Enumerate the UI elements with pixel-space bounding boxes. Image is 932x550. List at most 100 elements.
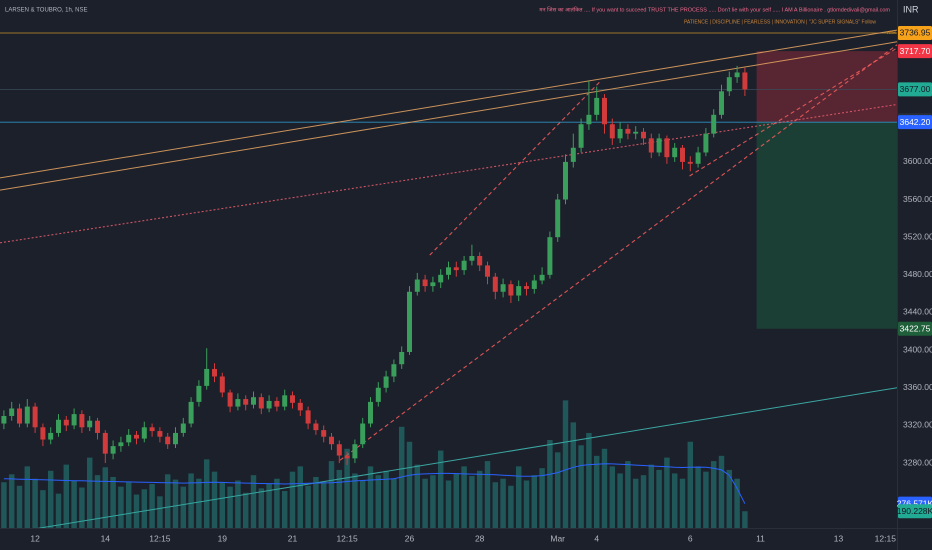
chart-title: LARSEN & TOUBRO, 1h, NSE — [5, 8, 87, 14]
volume-bar — [313, 476, 319, 528]
axes: 3280.00 3320.00 3360.00 3400.00 3440.00 3480.… — [30, 25, 932, 543]
volume-bar — [164, 474, 171, 528]
candle-body — [95, 420, 100, 433]
volume-bar — [648, 464, 655, 528]
volume-bar — [40, 490, 46, 528]
candle-body — [243, 399, 249, 405]
candle-body — [336, 444, 342, 456]
trendline — [689, 47, 897, 177]
candle-body — [313, 423, 319, 431]
candle-body — [539, 274, 545, 281]
candle-body — [672, 147, 678, 158]
candle-body — [609, 124, 615, 139]
candle-body — [352, 444, 358, 459]
y-tick-label: 3600.00 — [903, 156, 932, 166]
candle-body — [399, 352, 405, 365]
candle-body — [110, 446, 116, 454]
volume-bar — [242, 492, 249, 528]
volume-bar — [102, 467, 109, 528]
candle-body — [438, 274, 444, 283]
volume-bar — [383, 470, 389, 528]
candle-body — [719, 91, 724, 115]
volume-bar — [625, 461, 631, 528]
volume-bar — [578, 445, 584, 528]
candle-body — [329, 436, 334, 445]
volume-bar — [188, 473, 194, 528]
candle-body — [414, 279, 420, 292]
y-tick-label: 3360.00 — [903, 382, 932, 392]
volume-bar — [125, 482, 132, 528]
candle-body — [695, 152, 701, 164]
price-tag-label: 276.571K — [897, 498, 932, 508]
volume-bar — [461, 466, 467, 528]
volume-bar — [110, 476, 116, 528]
volume-bar — [484, 461, 491, 528]
header-line: PATIENCE | DISCIPLINE | FEARLESS | INNOV… — [684, 19, 876, 25]
volume-bar — [63, 464, 70, 528]
candle-body — [446, 267, 451, 275]
y-tick-label: 3520.00 — [903, 231, 932, 241]
volume-bar — [531, 475, 538, 528]
candle-body — [251, 397, 256, 405]
volume-bar — [710, 461, 717, 528]
volume-bar — [305, 485, 311, 528]
volume-bar — [500, 478, 506, 528]
price-tag — [898, 321, 932, 336]
candle-body — [516, 286, 522, 296]
candle-body — [500, 284, 506, 292]
volume-bar — [344, 448, 350, 528]
volume-bar — [414, 464, 421, 528]
price-tag — [898, 504, 932, 519]
volume-bar — [430, 475, 436, 528]
target-zone — [756, 122, 897, 329]
price-tag-label: 190.228K — [897, 506, 932, 516]
volume-bar — [734, 478, 740, 528]
candle-body — [344, 455, 350, 459]
candle-body — [9, 408, 15, 416]
candle-body — [578, 124, 584, 148]
candle-body — [219, 376, 225, 393]
candle-body — [742, 72, 748, 90]
volume-bar — [671, 473, 678, 528]
volume-bar — [328, 461, 335, 528]
candle-body — [40, 427, 46, 440]
volume-bar — [554, 452, 561, 528]
x-tick-label: 28 — [475, 533, 485, 543]
x-tick-label: 12:15 — [875, 533, 897, 543]
candle-body — [391, 364, 397, 377]
volume-bar — [133, 494, 140, 528]
volume-bar — [609, 466, 616, 528]
volume-bar — [281, 491, 288, 528]
volume-bar — [391, 478, 397, 528]
candle-body — [492, 276, 498, 292]
price-tag — [898, 115, 932, 130]
candle-body — [87, 420, 93, 428]
candle-body — [656, 138, 662, 153]
volume-bar — [118, 486, 124, 528]
candle-body — [24, 406, 30, 424]
volume-bar — [632, 478, 639, 528]
price-tag-label: 3642.20 — [900, 117, 931, 127]
volume-bar — [203, 459, 210, 528]
candle-body — [734, 72, 740, 78]
price-tag-label: 3422.75 — [900, 323, 931, 333]
candle-body — [453, 267, 459, 271]
candle-body — [17, 408, 22, 424]
candle-body — [555, 199, 561, 238]
volume-bar — [453, 473, 460, 528]
volume-bar — [8, 474, 15, 528]
volume-bar — [375, 475, 382, 528]
volume-bar — [476, 470, 483, 528]
volume-bar — [367, 466, 374, 528]
candle-body — [703, 133, 709, 153]
candle-body — [586, 114, 592, 125]
candle-body — [477, 256, 483, 266]
x-tick-label: 19 — [218, 533, 228, 543]
candle-body — [680, 147, 685, 162]
x-tick-label: 11 — [756, 533, 765, 543]
candle-body — [687, 161, 693, 164]
volume-ma-line — [3, 463, 746, 504]
volume-bar — [297, 466, 304, 528]
candle-body — [383, 376, 389, 388]
